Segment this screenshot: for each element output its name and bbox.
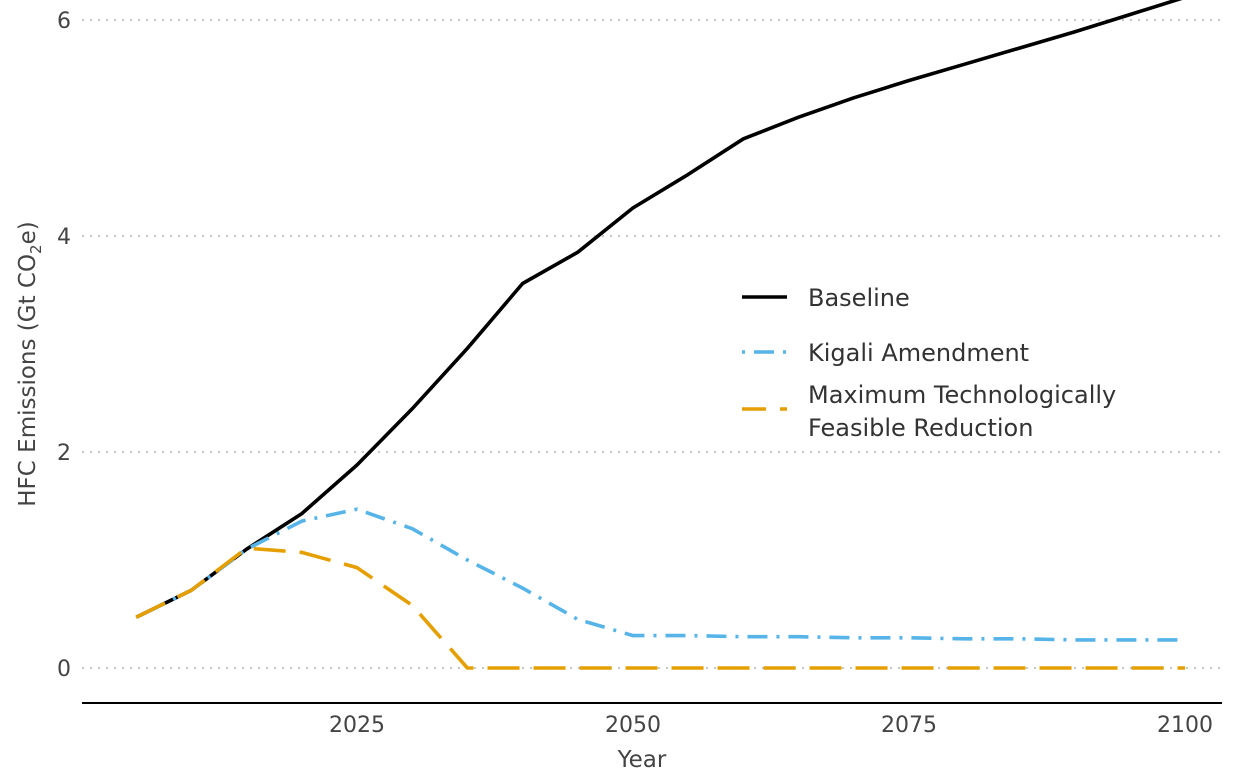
legend-label-2: Maximum Technologically — [808, 381, 1116, 409]
x-tick-label: 2100 — [1157, 713, 1213, 738]
legend-label-1: Kigali Amendment — [808, 339, 1029, 367]
y-axis-title-tail: e) — [15, 221, 41, 244]
y-axis-title-main: HFC Emissions (Gt CO — [15, 254, 41, 507]
y-tick-labels: 0 2 4 6 — [57, 9, 71, 682]
legend-label-2: Feasible Reduction — [808, 414, 1033, 442]
x-tick-label: 2075 — [881, 713, 937, 738]
series-line-2 — [135, 546, 1185, 670]
legend: Baseline Kigali Amendment Maximum Technolo… — [742, 284, 1116, 442]
series-lines — [135, 0, 1185, 670]
x-tick-label: 2050 — [605, 713, 661, 738]
y-axis-title-subscript: 2 — [27, 244, 45, 254]
y-tick-label: 4 — [57, 225, 71, 250]
x-axis-title: Year — [617, 747, 667, 773]
series-line-1 — [135, 507, 1185, 642]
y-axis-title: HFC Emissions (Gt CO2e) — [15, 221, 45, 506]
x-tick-labels: 2025 2050 2075 2100 — [329, 713, 1213, 738]
x-tick-label: 2025 — [329, 713, 385, 738]
legend-label-0: Baseline — [808, 284, 910, 312]
series-line-0 — [135, 0, 1183, 619]
y-gridlines — [82, 19, 1222, 669]
y-tick-label: 6 — [57, 9, 71, 34]
y-tick-label: 0 — [57, 657, 71, 682]
y-tick-label: 2 — [57, 441, 71, 466]
